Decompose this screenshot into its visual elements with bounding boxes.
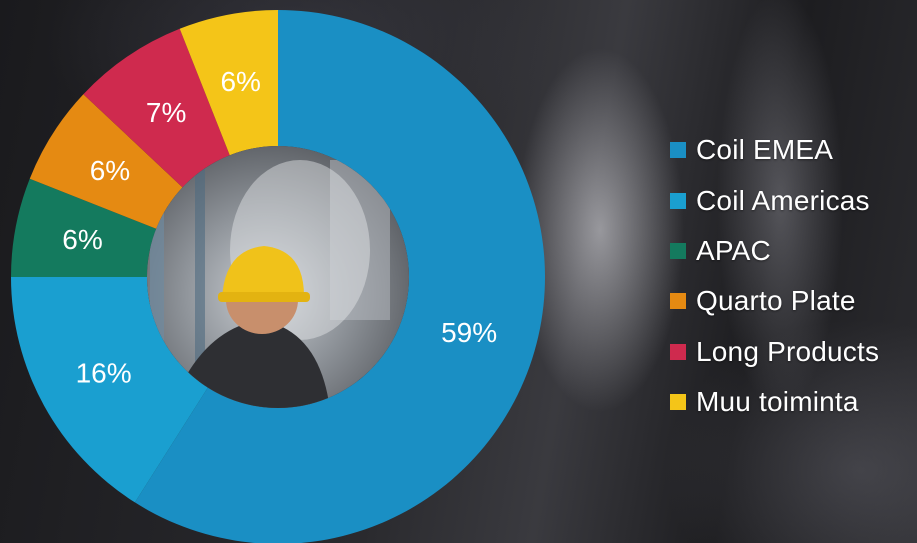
slice-label: 6% <box>62 224 102 255</box>
legend-swatch <box>670 343 686 360</box>
legend-label: Muu toiminta <box>696 386 859 418</box>
legend-label: Coil Americas <box>696 184 870 216</box>
slice-labels: 59% 16% 6% 6% 7% 6% <box>62 66 497 388</box>
legend-label: Quarto Plate <box>696 285 856 317</box>
slice-label: 16% <box>76 357 132 388</box>
legend-label: Coil EMEA <box>696 134 834 166</box>
slice-apac <box>11 178 157 277</box>
legend-item: Muu toiminta <box>670 377 879 427</box>
legend-item: Coil Americas <box>670 175 879 225</box>
legend-swatch <box>670 293 686 310</box>
legend-item: Coil EMEA <box>670 125 879 175</box>
legend-swatch <box>670 394 686 411</box>
slice-quarto-plate <box>29 94 183 229</box>
legend-swatch <box>670 142 686 159</box>
legend-item: APAC <box>670 226 879 276</box>
legend-swatch <box>670 192 686 209</box>
slice-muu-toiminta <box>179 10 278 156</box>
slice-label: 59% <box>441 317 497 348</box>
legend-item: Quarto Plate <box>670 276 879 326</box>
slice-label: 7% <box>146 97 186 128</box>
legend-label: Long Products <box>696 335 880 367</box>
slice-coil-emea <box>134 10 545 543</box>
slice-label: 6% <box>220 66 260 97</box>
legend-item: Long Products <box>670 327 879 377</box>
legend-swatch <box>670 242 686 259</box>
slice-long-products <box>83 28 230 188</box>
slice-label: 6% <box>90 155 130 186</box>
legend-label: APAC <box>696 234 771 266</box>
donut-slices <box>11 10 545 543</box>
slice-coil-americas <box>11 277 208 503</box>
legend: Coil EMEA Coil Americas APAC Quarto Plat… <box>670 125 879 427</box>
